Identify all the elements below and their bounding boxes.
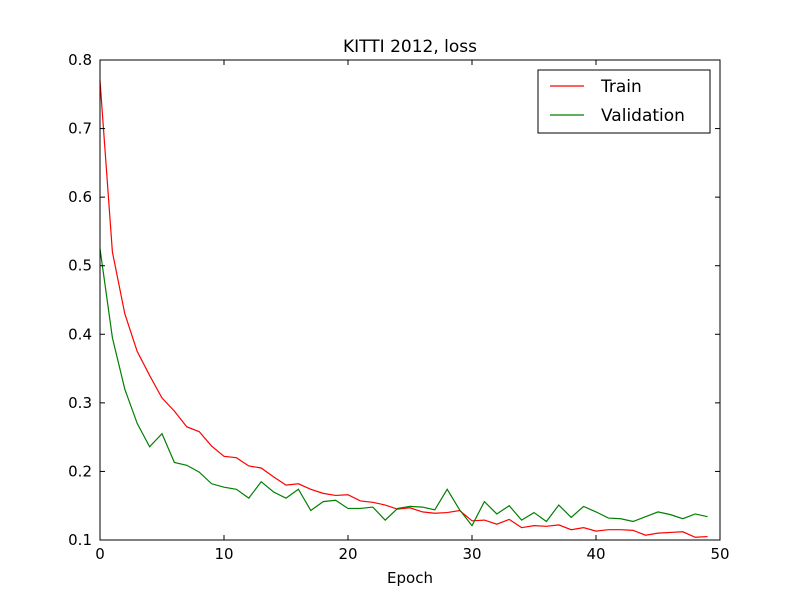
x-tick-label: 50: [710, 545, 729, 563]
y-tick-label: 0.3: [68, 394, 92, 412]
x-axis: 0 10 20 30 40 50: [95, 60, 730, 563]
series-layer: [99, 80, 708, 538]
series-line-train: [99, 80, 708, 538]
legend-label-validation: Validation: [601, 106, 685, 126]
x-tick-label: 30: [462, 545, 481, 563]
x-tick-label: 0: [95, 545, 105, 563]
plot-area: [99, 59, 721, 541]
y-tick-label: 0.4: [68, 325, 92, 343]
legend-box: [537, 69, 711, 134]
chart-title: KITTI 2012, loss: [343, 37, 477, 57]
x-tick-label: 10: [214, 545, 233, 563]
legend: Train Validation: [537, 69, 711, 134]
x-axis-label: Epoch: [387, 569, 433, 587]
y-tick-label: 0.8: [68, 51, 92, 69]
y-tick-label: 0.2: [68, 462, 92, 480]
y-tick-label: 0.5: [68, 257, 92, 275]
x-tick-label: 40: [586, 545, 605, 563]
y-tick-label: 0.1: [68, 531, 92, 549]
legend-label-train: Train: [600, 77, 642, 97]
y-axis: 0.1 0.2 0.3 0.4 0.5 0.6 0.7 0.8: [68, 51, 720, 549]
series-line-validation: [99, 248, 708, 527]
y-tick-label: 0.6: [68, 188, 92, 206]
y-tick-label: 0.7: [68, 120, 92, 138]
x-tick-label: 20: [338, 545, 357, 563]
